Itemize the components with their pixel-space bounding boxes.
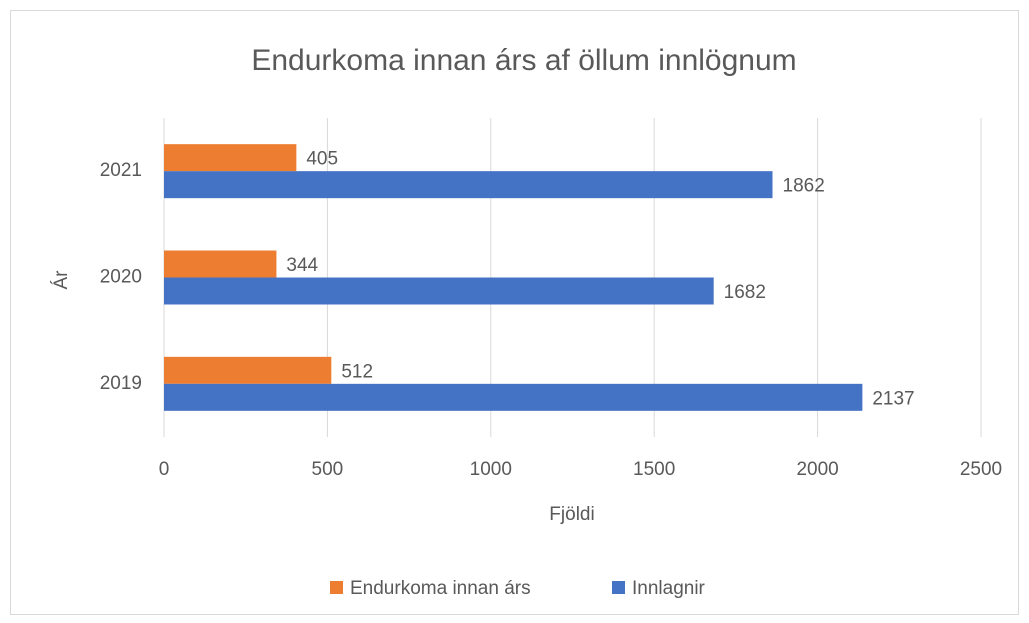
bar [164,356,332,384]
legend-label: Endurkoma innan árs [350,578,531,599]
y-tick-label: 2019 [100,373,142,394]
x-tick-label: 2500 [960,459,1002,480]
data-label: 344 [286,255,318,276]
bar [164,144,297,172]
legend-swatch [330,581,343,594]
y-tick-label: 2021 [100,160,142,181]
x-tick-label: 500 [312,459,344,480]
y-axis-title: Ár [51,270,72,290]
bar [164,250,277,278]
x-tick-label: 2000 [796,459,838,480]
bar [164,383,863,411]
x-tick-label: 1500 [633,459,675,480]
chart-title: Endurkoma innan árs af öllum innlögnum [251,44,796,77]
data-label: 1682 [724,282,766,303]
data-label: 512 [341,361,373,382]
bar [164,171,773,199]
x-tick-label: 1000 [470,459,512,480]
legend-label: Innlagnir [632,578,706,599]
data-label: 1862 [783,176,825,197]
data-label: 2137 [872,388,914,409]
x-tick-label: 0 [159,459,170,480]
chart-border [10,10,1019,615]
data-label: 405 [306,149,338,170]
y-tick-label: 2020 [100,267,142,288]
bar [164,277,714,305]
legend-swatch [612,581,625,594]
x-axis-title: Fjöldi [549,504,594,525]
